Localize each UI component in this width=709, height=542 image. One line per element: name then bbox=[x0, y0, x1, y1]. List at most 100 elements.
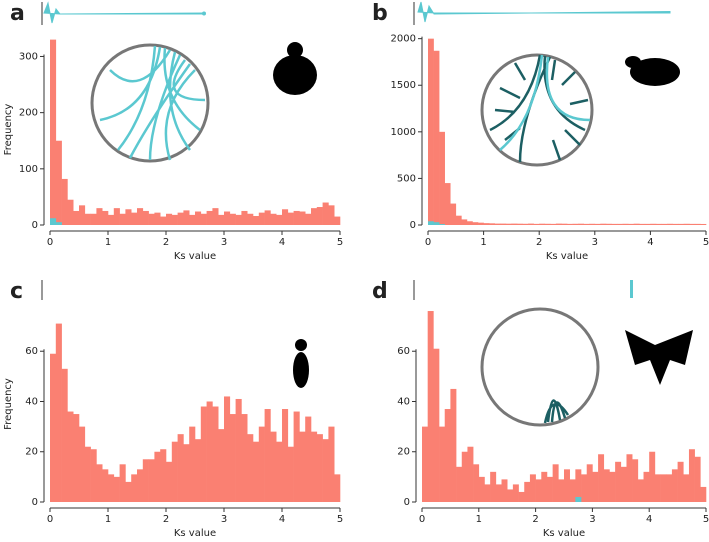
bar bbox=[276, 214, 283, 225]
violin bbox=[43, 1, 206, 24]
bar bbox=[615, 461, 622, 502]
bar bbox=[524, 481, 531, 502]
bar bbox=[561, 223, 568, 225]
x-axis-label: Ks value bbox=[543, 528, 585, 538]
bar bbox=[229, 414, 236, 502]
bar bbox=[171, 214, 178, 225]
bar bbox=[507, 489, 514, 502]
bar bbox=[102, 210, 109, 225]
bar bbox=[678, 223, 685, 225]
x-tick-label: 5 bbox=[703, 514, 709, 525]
bar bbox=[96, 208, 103, 225]
y-tick-label: 2000 bbox=[391, 34, 416, 45]
bar bbox=[655, 223, 662, 225]
x-tick-label: 4 bbox=[279, 514, 285, 525]
x-tick-label: 3 bbox=[589, 514, 595, 525]
bar bbox=[148, 459, 155, 502]
x-tick-label: 1 bbox=[105, 514, 111, 525]
bar bbox=[183, 444, 190, 502]
bar bbox=[293, 411, 300, 502]
bar bbox=[328, 426, 335, 502]
bar bbox=[539, 223, 546, 225]
bar bbox=[456, 466, 463, 502]
bar bbox=[455, 215, 462, 225]
bar bbox=[235, 398, 242, 502]
y-tick-label: 0 bbox=[404, 497, 410, 508]
bar bbox=[628, 223, 635, 225]
bar bbox=[689, 223, 696, 225]
bar bbox=[666, 474, 673, 502]
bar bbox=[439, 131, 445, 225]
bar bbox=[478, 222, 484, 225]
bar bbox=[79, 205, 86, 225]
bar bbox=[264, 409, 271, 502]
y-tick-label: 60 bbox=[397, 346, 410, 357]
bar bbox=[334, 474, 341, 502]
bar bbox=[450, 203, 457, 225]
bar bbox=[626, 454, 633, 502]
bar bbox=[428, 221, 434, 225]
x-tick-label: 4 bbox=[279, 237, 285, 248]
bar bbox=[229, 213, 236, 225]
bar bbox=[235, 214, 242, 225]
x-tick-label: 5 bbox=[337, 237, 343, 248]
bar bbox=[189, 426, 196, 502]
bar bbox=[90, 213, 97, 225]
bar bbox=[594, 223, 601, 225]
bar bbox=[90, 449, 97, 502]
bar bbox=[494, 223, 501, 225]
bar bbox=[311, 208, 318, 225]
bar bbox=[125, 209, 132, 225]
bar bbox=[433, 50, 440, 225]
bar bbox=[299, 431, 306, 502]
bar bbox=[142, 210, 149, 225]
bar bbox=[700, 486, 707, 502]
x-tick-label: 3 bbox=[221, 514, 227, 525]
y-axis-label: Frequency bbox=[3, 378, 14, 430]
bar bbox=[512, 484, 519, 502]
bar bbox=[253, 441, 260, 502]
bar bbox=[550, 223, 557, 225]
bar bbox=[142, 459, 149, 502]
bar bbox=[633, 223, 640, 225]
bar bbox=[108, 474, 115, 502]
bar bbox=[84, 446, 91, 502]
bar bbox=[516, 223, 523, 225]
bar bbox=[535, 479, 542, 502]
bar bbox=[166, 213, 173, 225]
circos-plot bbox=[480, 53, 594, 167]
bar bbox=[206, 210, 213, 225]
bar bbox=[518, 491, 525, 502]
bar bbox=[555, 223, 562, 225]
y-tick-label: 0 bbox=[32, 220, 38, 231]
bar bbox=[473, 464, 480, 502]
bar bbox=[592, 471, 599, 502]
bar bbox=[84, 213, 91, 225]
bar bbox=[472, 222, 479, 225]
x-tick-label: 5 bbox=[337, 514, 343, 525]
bar bbox=[73, 210, 80, 225]
bar bbox=[247, 213, 254, 225]
bar bbox=[50, 39, 57, 225]
y-tick-label: 100 bbox=[19, 164, 38, 175]
bar bbox=[96, 464, 103, 502]
bar bbox=[224, 396, 231, 502]
bar bbox=[546, 476, 553, 502]
bar bbox=[50, 353, 57, 502]
bar bbox=[564, 469, 570, 502]
bar bbox=[466, 221, 473, 225]
bar bbox=[61, 178, 68, 225]
bar bbox=[206, 401, 213, 502]
y-tick-label: 1500 bbox=[391, 80, 416, 91]
bar bbox=[137, 208, 144, 225]
bar bbox=[258, 426, 265, 502]
bar bbox=[567, 223, 573, 225]
bar bbox=[617, 223, 623, 225]
x-tick-label: 3 bbox=[592, 237, 598, 248]
bar bbox=[328, 205, 335, 225]
bar bbox=[119, 213, 126, 225]
silhouette bbox=[273, 42, 693, 388]
bar bbox=[177, 434, 184, 502]
y-tick-label: 60 bbox=[25, 346, 38, 357]
bar bbox=[541, 471, 548, 502]
